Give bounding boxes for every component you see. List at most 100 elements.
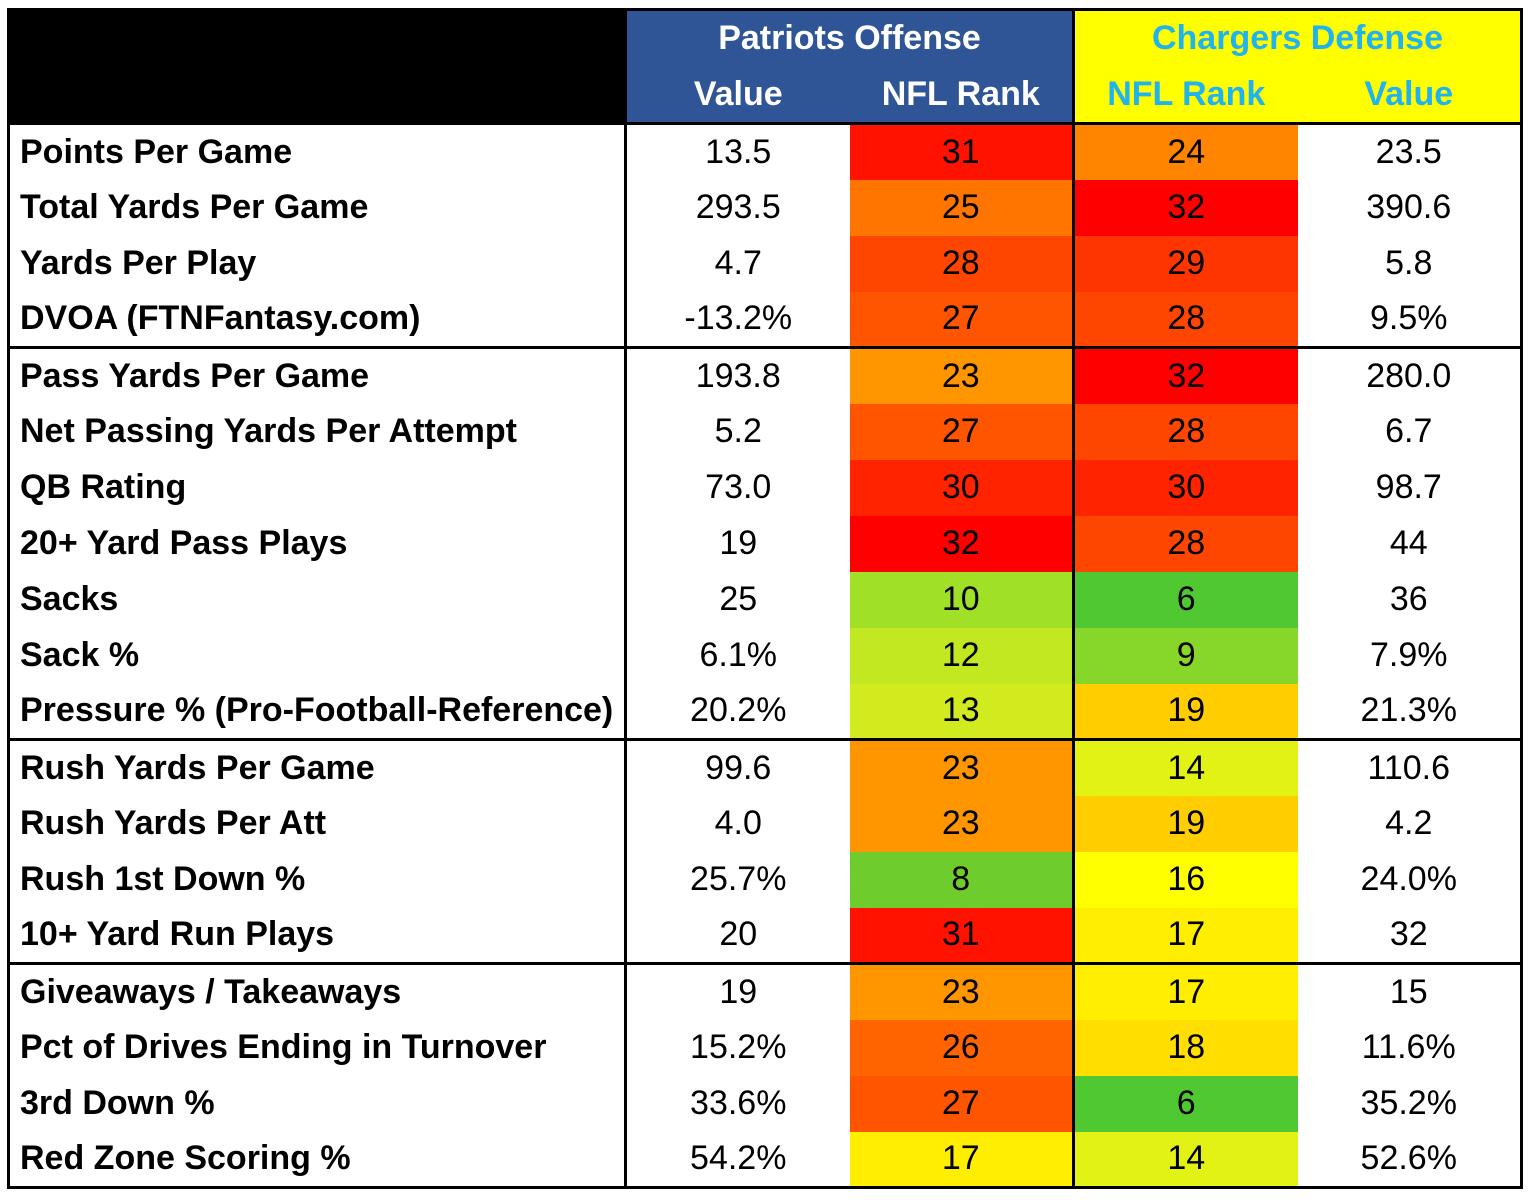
chargers-value-cell: 36 xyxy=(1297,571,1523,628)
patriots-value-cell: 20.2% xyxy=(625,683,850,741)
patriots-rank-cell: 26 xyxy=(849,1019,1075,1076)
chargers-rank-cell: 18 xyxy=(1073,1019,1298,1076)
patriots-value-header: Value xyxy=(625,66,850,125)
table-row: 20+ Yard Pass Plays 19 32 28 44 xyxy=(7,515,1523,572)
chargers-rank-cell: 6 xyxy=(1073,571,1298,628)
patriots-rank-header: NFL Rank xyxy=(849,66,1075,125)
chargers-value-cell: 24.0% xyxy=(1297,851,1523,908)
patriots-offense-header: Patriots Offense xyxy=(625,8,1075,67)
row-label: Rush Yards Per Game xyxy=(7,739,627,796)
table-row: Yards Per Play 4.7 28 29 5.8 xyxy=(7,235,1523,292)
patriots-rank-cell: 28 xyxy=(849,235,1075,292)
chargers-rank-header: NFL Rank xyxy=(1073,66,1298,125)
patriots-rank-cell: 10 xyxy=(849,571,1075,628)
patriots-value-cell: 19 xyxy=(719,972,758,1011)
table-row: Pass Yards Per Game 193.8 23 32 280.0 xyxy=(7,347,1523,404)
table-row: DVOA (FTNFantasy.com) -13.2% 27 28 9.5% xyxy=(7,291,1523,349)
row-label: Points Per Game xyxy=(7,123,627,180)
row-label: Rush Yards Per Att xyxy=(7,795,627,852)
chargers-value-cell: 390.6 xyxy=(1297,179,1523,236)
table-row: Rush 1st Down % 25.7% 8 16 24.0% xyxy=(7,851,1523,908)
comparison-table: Patriots Offense Chargers Defense Value … xyxy=(7,8,1523,1189)
chargers-rank-cell: 28 xyxy=(1073,291,1298,349)
chargers-value-cell: 4.2 xyxy=(1297,795,1523,852)
chargers-rank-cell: 30 xyxy=(1073,459,1298,516)
chargers-value-cell: 7.9% xyxy=(1297,627,1523,684)
patriots-value-cell: 15.2% xyxy=(690,1028,787,1066)
chargers-value-cell: 21.3% xyxy=(1297,683,1523,741)
patriots-rank-cell: 25 xyxy=(849,179,1075,236)
patriots-rank-cell: 31 xyxy=(849,123,1075,180)
chargers-value-cell: 23.5 xyxy=(1297,123,1523,180)
table-row: Pct of Drives Ending in Turnover 15.2% 26 1… xyxy=(7,1019,1523,1076)
row-label: 3rd Down % xyxy=(7,1075,627,1132)
table-row: Rush Yards Per Att 4.0 23 19 4.2 xyxy=(7,795,1523,852)
row-label: Total Yards Per Game xyxy=(7,179,627,236)
table-row: Red Zone Scoring % 54.2% 17 14 52.6% xyxy=(7,1131,1523,1189)
table-row: 10+ Yard Run Plays 20 31 17 32 xyxy=(7,907,1523,965)
table-row: Sack % 6.1% 12 9 7.9% xyxy=(7,627,1523,684)
row-label: Sack % xyxy=(7,627,627,684)
patriots-rank-cell: 30 xyxy=(849,459,1075,516)
patriots-value-cell: 54.2% xyxy=(625,1131,850,1189)
chargers-value-cell: 9.5% xyxy=(1297,291,1523,349)
chargers-rank-cell: 19 xyxy=(1073,795,1298,852)
table-row: Pressure % (Pro-Football-Reference) 20.2%… xyxy=(7,683,1523,741)
patriots-rank-cell: 27 xyxy=(849,291,1075,349)
chargers-rank-cell: 29 xyxy=(1073,235,1298,292)
table-row: Points Per Game 13.5 31 24 23.5 xyxy=(7,123,1523,180)
patriots-value-cell: 73.0 xyxy=(705,468,772,506)
patriots-value-cell: 293.5 xyxy=(695,188,781,226)
chargers-rank-cell: 9 xyxy=(1073,627,1298,684)
header-blank-cell xyxy=(7,8,627,125)
chargers-rank-cell: 28 xyxy=(1073,515,1298,572)
patriots-value-cell: 25 xyxy=(719,580,758,618)
table-row: Net Passing Yards Per Attempt 5.2 27 28 6.7 xyxy=(7,403,1523,460)
patriots-value-cell: 33.6% xyxy=(690,1084,787,1122)
table-row: Total Yards Per Game 293.5 25 32 390.6 xyxy=(7,179,1523,236)
chargers-value-cell: 5.8 xyxy=(1297,235,1523,292)
patriots-value-cell: 193.8 xyxy=(695,356,781,395)
chargers-rank-cell: 17 xyxy=(1073,963,1298,1020)
chargers-value-cell: 15 xyxy=(1297,963,1523,1020)
header-row-columns: Value NFL Rank NFL Rank Value xyxy=(9,66,1523,125)
row-label: Pass Yards Per Game xyxy=(7,347,627,404)
row-label: 10+ Yard Run Plays xyxy=(7,907,627,965)
row-label: Net Passing Yards Per Attempt xyxy=(7,403,627,460)
patriots-rank-cell: 17 xyxy=(849,1131,1075,1189)
chargers-rank-cell: 19 xyxy=(1073,683,1298,741)
table-row: Giveaways / Takeaways 19 23 17 15 xyxy=(7,963,1523,1020)
chargers-rank-cell: 17 xyxy=(1073,907,1298,965)
patriots-rank-cell: 27 xyxy=(849,403,1075,460)
table-row: QB Rating 73.0 30 30 98.7 xyxy=(7,459,1523,516)
patriots-value-cell: 4.7 xyxy=(714,244,762,282)
table-body: Patriots Offense Chargers Defense Value … xyxy=(7,8,1523,1189)
patriots-value-cell: 20 xyxy=(625,907,850,965)
patriots-rank-cell: 13 xyxy=(849,683,1075,741)
chargers-rank-cell: 6 xyxy=(1073,1075,1298,1132)
row-label: Giveaways / Takeaways xyxy=(7,963,627,1020)
chargers-rank-cell: 16 xyxy=(1073,851,1298,908)
row-label: Red Zone Scoring % xyxy=(7,1131,627,1189)
patriots-rank-cell: 31 xyxy=(849,907,1075,965)
chargers-value-cell: 6.7 xyxy=(1297,403,1523,460)
patriots-rank-cell: 23 xyxy=(849,963,1075,1020)
chargers-value-cell: 110.6 xyxy=(1297,739,1523,796)
header-row-teams: Patriots Offense Chargers Defense xyxy=(7,8,1523,125)
chargers-rank-cell: 14 xyxy=(1073,739,1298,796)
chargers-rank-cell: 24 xyxy=(1073,123,1298,180)
patriots-value-cell: 13.5 xyxy=(705,132,772,171)
row-label: Sacks xyxy=(7,571,627,628)
chargers-value-cell: 11.6% xyxy=(1297,1019,1523,1076)
patriots-rank-cell: 23 xyxy=(849,739,1075,796)
patriots-rank-cell: 32 xyxy=(849,515,1075,572)
table-row: Rush Yards Per Game 99.6 23 14 110.6 xyxy=(7,739,1523,796)
patriots-value-cell: 6.1% xyxy=(699,636,778,674)
patriots-rank-cell: 23 xyxy=(849,795,1075,852)
patriots-rank-cell: 8 xyxy=(849,851,1075,908)
patriots-value-cell: 19 xyxy=(719,524,758,562)
chargers-defense-header: Chargers Defense xyxy=(1073,8,1523,67)
patriots-value-cell: 4.0 xyxy=(714,804,762,842)
patriots-rank-cell: 23 xyxy=(849,347,1075,404)
chargers-value-cell: 280.0 xyxy=(1297,347,1523,404)
